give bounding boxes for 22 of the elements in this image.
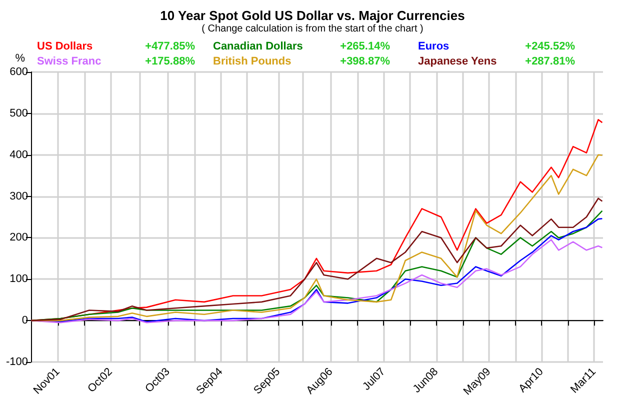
- text: Swiss Franc: [37, 56, 102, 68]
- y-tick-label: 500: [10, 107, 28, 120]
- text: +398.87%: [340, 56, 390, 68]
- text: +175.88%: [145, 56, 196, 68]
- chart-subtitle: ( Change calculation is from the start of the chart ): [202, 24, 424, 34]
- text: +287.81%: [525, 56, 576, 68]
- y-tick-label: 100: [10, 273, 28, 286]
- text: Japanese Yens: [418, 56, 497, 68]
- text: US Dollars: [37, 40, 93, 52]
- y-tick-label: 300: [10, 190, 28, 202]
- text: Canadian Dollars: [213, 40, 303, 52]
- text: British Pounds: [213, 56, 292, 68]
- y-tick-label: 200: [10, 232, 28, 244]
- y-axis-title: %: [15, 52, 26, 64]
- text: +265.14%: [340, 40, 390, 52]
- y-tick-label: -100: [6, 356, 28, 368]
- y-tick-label: 400: [10, 148, 28, 161]
- text: +477.85%: [145, 40, 196, 52]
- y-tick-label: 600: [10, 66, 28, 78]
- text: +245.52%: [525, 40, 576, 52]
- text: Euros: [418, 40, 450, 52]
- chart-title: 10 Year Spot Gold US Dollar vs. Major Currencies: [160, 8, 465, 23]
